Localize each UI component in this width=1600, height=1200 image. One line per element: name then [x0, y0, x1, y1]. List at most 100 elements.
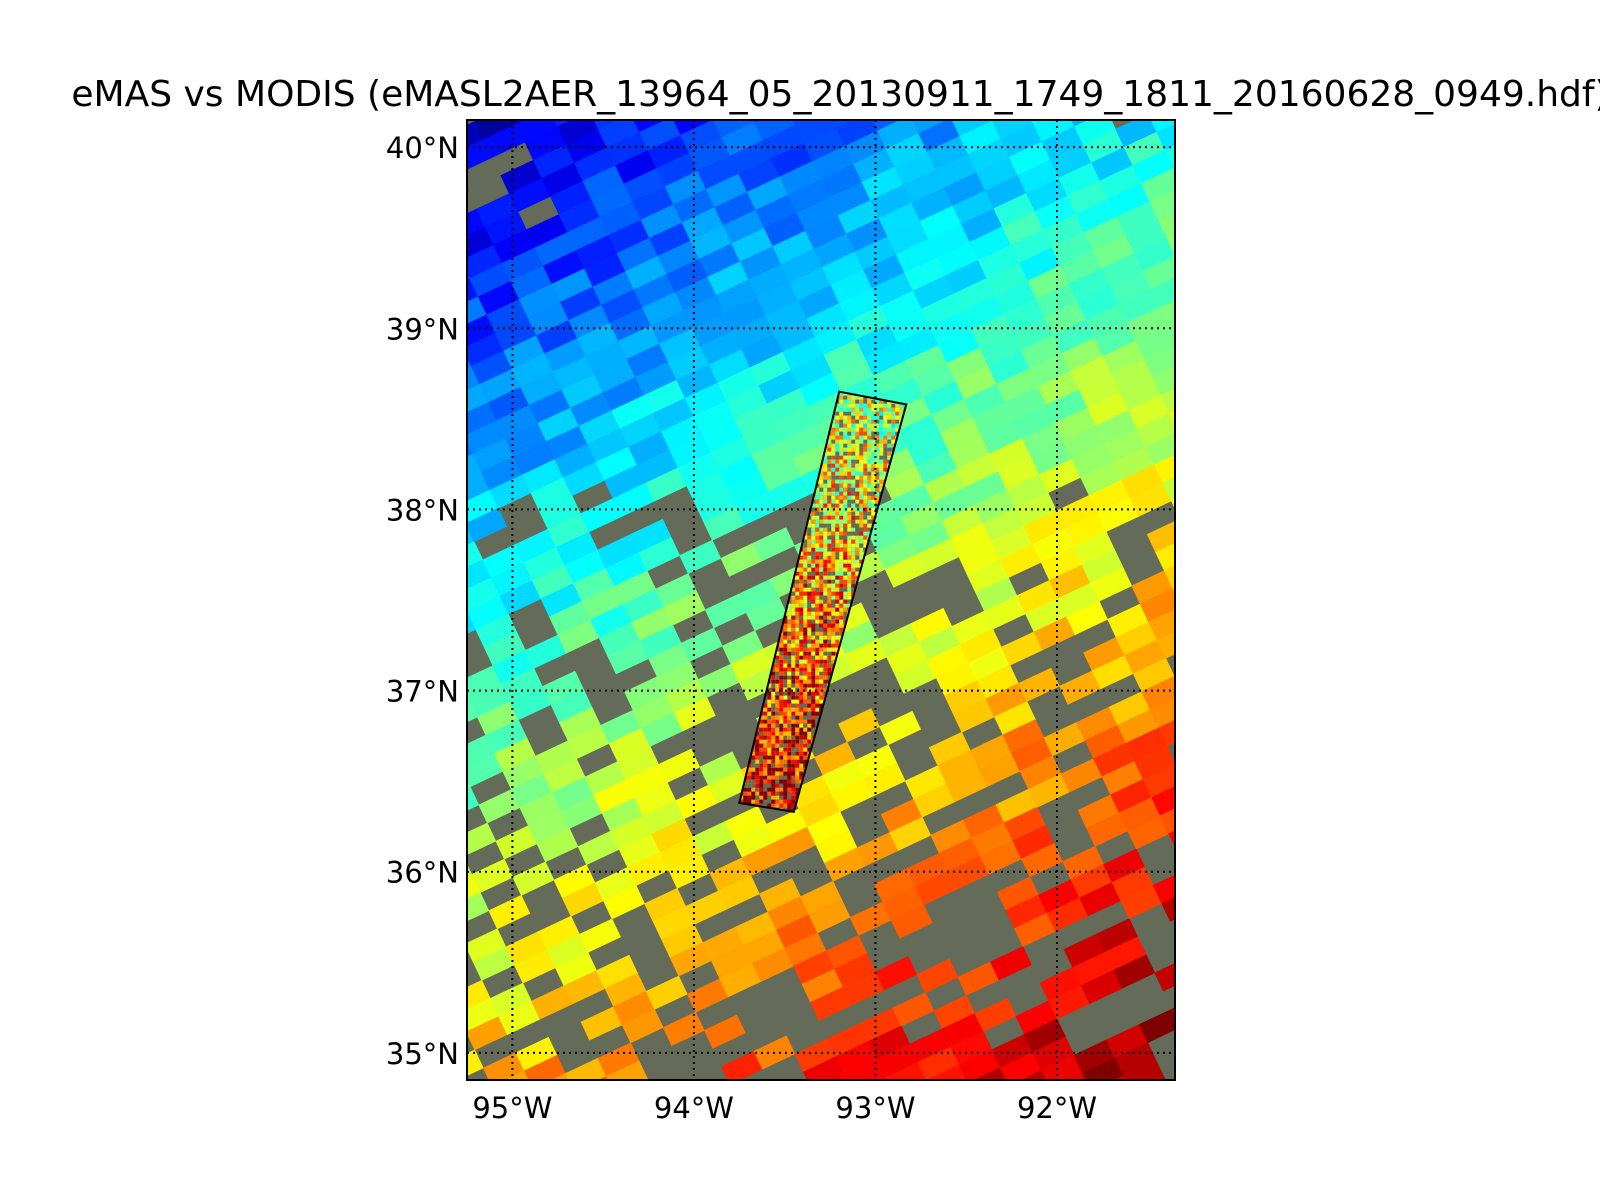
emas-pixel	[759, 715, 764, 720]
emas-pixel	[823, 483, 828, 488]
emas-pixel	[815, 615, 820, 620]
modis-pixel	[1161, 1078, 1166, 1080]
emas-pixel	[875, 447, 880, 452]
modis-pixel	[944, 1101, 985, 1135]
emas-pixel	[823, 667, 828, 672]
emas-pixel	[843, 423, 848, 428]
emas-pixel	[807, 551, 812, 556]
emas-pixel	[855, 443, 860, 448]
emas-pixel	[887, 443, 892, 448]
emas-pixel	[847, 423, 852, 428]
emas-pixel	[791, 647, 796, 652]
emas-pixel	[835, 511, 840, 516]
emas-pixel	[783, 631, 788, 636]
emas-pixel	[855, 531, 860, 536]
emas-pixel	[799, 743, 804, 748]
emas-pixel	[815, 719, 820, 724]
emas-pixel	[799, 555, 804, 560]
emas-pixel	[847, 559, 852, 564]
emas-pixel	[791, 735, 796, 740]
emas-pixel	[811, 643, 816, 648]
emas-pixel	[843, 539, 848, 544]
modis-pixel	[415, 908, 456, 941]
emas-pixel	[779, 755, 784, 760]
emas-pixel	[851, 571, 856, 576]
emas-pixel	[871, 407, 876, 412]
emas-pixel	[887, 447, 892, 452]
emas-pixel	[767, 759, 772, 764]
emas-pixel	[811, 651, 816, 656]
emas-pixel	[831, 615, 836, 620]
emas-pixel	[879, 431, 884, 436]
emas-pixel	[835, 463, 840, 468]
emas-pixel	[803, 719, 808, 724]
emas-pixel	[883, 407, 888, 412]
emas-pixel	[851, 531, 856, 536]
emas-pixel	[807, 535, 812, 540]
emas-pixel	[819, 511, 824, 516]
emas-pixel	[847, 595, 852, 600]
emas-pixel	[775, 719, 780, 724]
emas-pixel	[871, 419, 876, 424]
emas-pixel	[811, 515, 816, 520]
emas-pixel	[835, 487, 840, 492]
emas-pixel	[867, 403, 872, 408]
emas-pixel	[815, 559, 820, 564]
emas-pixel	[847, 451, 852, 456]
emas-pixel	[823, 619, 828, 624]
emas-pixel	[859, 455, 864, 460]
emas-pixel	[795, 707, 800, 712]
emas-pixel	[879, 451, 884, 456]
emas-pixel	[875, 491, 880, 496]
emas-pixel	[815, 491, 820, 496]
emas-pixel	[779, 719, 784, 724]
emas-pixel	[823, 639, 828, 644]
emas-pixel	[839, 607, 844, 612]
emas-pixel	[851, 463, 856, 468]
emas-pixel	[759, 763, 764, 768]
emas-pixel	[807, 523, 812, 528]
emas-pixel	[815, 511, 820, 516]
emas-pixel	[799, 731, 804, 736]
emas-pixel	[839, 631, 844, 636]
emas-pixel	[831, 599, 836, 604]
emas-pixel	[855, 547, 860, 552]
emas-pixel	[811, 603, 816, 608]
modis-raster-layer	[414, 120, 1221, 1135]
emas-pixel	[803, 575, 808, 580]
emas-pixel	[815, 715, 820, 720]
emas-pixel	[847, 547, 852, 552]
emas-pixel	[831, 439, 836, 444]
emas-pixel	[811, 595, 816, 600]
emas-pixel	[851, 431, 856, 436]
emas-pixel	[783, 723, 788, 728]
emas-pixel	[791, 711, 796, 716]
emas-pixel	[783, 643, 788, 648]
emas-pixel	[787, 759, 792, 764]
emas-pixel	[775, 775, 780, 780]
emas-pixel	[851, 419, 856, 424]
emas-pixel	[767, 683, 772, 688]
modis-pixel	[1145, 432, 1175, 466]
emas-pixel	[779, 639, 784, 644]
emas-pixel	[771, 755, 776, 760]
emas-pixel	[795, 735, 800, 740]
modis-pixel	[1180, 1012, 1221, 1045]
emas-pixel	[843, 587, 848, 592]
modis-pixel	[1151, 786, 1175, 816]
emas-pixel	[831, 555, 836, 560]
emas-pixel	[759, 747, 764, 752]
emas-pixel	[831, 539, 836, 544]
emas-pixel	[763, 759, 768, 764]
emas-pixel	[779, 747, 784, 752]
emas-pixel	[843, 563, 848, 568]
emas-pixel	[807, 643, 812, 648]
modis-pixel	[414, 820, 455, 853]
emas-pixel	[819, 547, 824, 552]
emas-pixel	[823, 459, 828, 464]
emas-pixel	[855, 515, 860, 520]
emas-pixel	[815, 603, 820, 608]
emas-pixel	[807, 527, 812, 532]
emas-pixel	[807, 607, 812, 612]
emas-pixel	[779, 711, 784, 716]
